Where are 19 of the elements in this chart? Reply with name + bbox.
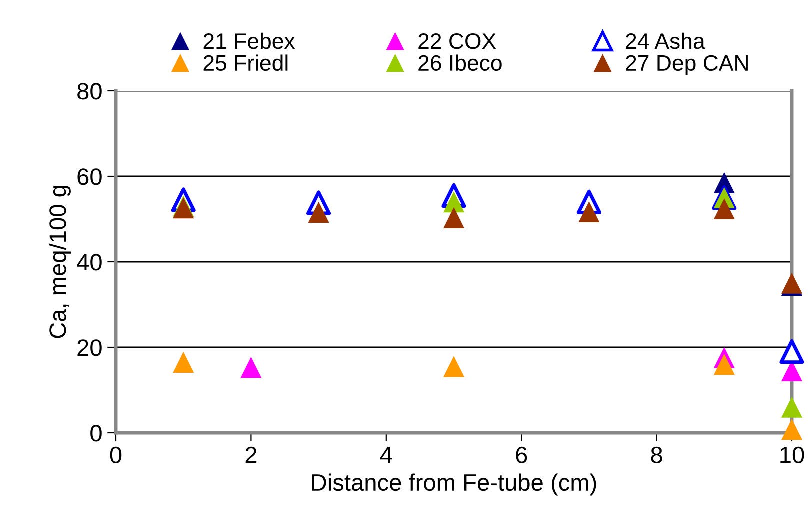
y-tick-label: 0 <box>90 425 102 442</box>
x-tick-label: 6 <box>516 446 528 464</box>
legend-label: 21 Febex <box>204 32 296 50</box>
x-tick-label: 2 <box>246 446 257 464</box>
x-tick-label: 10 <box>780 446 804 464</box>
x-tick-label: 0 <box>110 446 122 464</box>
legend-label: 26 Ibeco <box>418 54 502 72</box>
y-tick-label: 40 <box>77 254 102 271</box>
legend-label: 24 Asha <box>626 32 706 50</box>
legend-label: 27 Dep CAN <box>626 55 748 76</box>
x-tick-label: 4 <box>380 447 392 464</box>
y-tick-label: 60 <box>78 168 102 186</box>
x-axis-title: Distance from Fe-tube (cm) <box>312 474 596 496</box>
x-tick-label: 8 <box>651 446 662 464</box>
y-axis-title: Ca, meq/100 g <box>48 186 71 338</box>
y-tick-label: 20 <box>78 340 102 356</box>
y-tick-label: 80 <box>78 83 102 100</box>
legend-label: 25 Friedl <box>204 54 288 72</box>
legend-label: 22 COX <box>418 33 496 50</box>
